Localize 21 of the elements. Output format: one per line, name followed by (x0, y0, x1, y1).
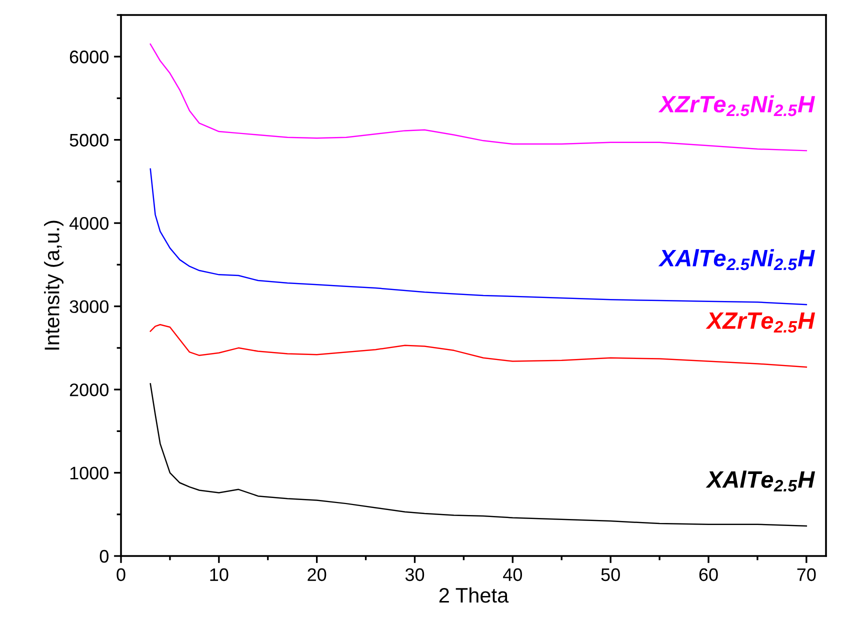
y-tick-label: 1000 (70, 466, 108, 480)
y-tick-label: 3000 (70, 300, 108, 314)
series-label: XAlTe$_{2.5}$H (706, 470, 816, 492)
y-tick-label: 2000 (70, 383, 108, 396)
series-label: XZrTe$_{2.5}$Ni$_{2.5}$H (658, 95, 816, 116)
x-tick-label: 50 (601, 568, 620, 582)
x-tick-label: 40 (503, 568, 522, 582)
y-axis-title: Intensity (a,u.) (44, 220, 64, 350)
x-tick-label: 10 (210, 568, 228, 582)
series-label: XZrTe$_{2.5}$H (706, 312, 816, 333)
y-tick-label: 5000 (70, 134, 108, 147)
y-tick-label: 6000 (70, 50, 108, 64)
y-tick-label: 4000 (69, 217, 108, 230)
x-tick-label: 20 (308, 568, 326, 582)
y-tick-label: 0 (100, 550, 108, 563)
x-tick-label: 60 (699, 568, 718, 582)
series-label: XAlTe$_{2.5}$Ni$_{2.5}$H (658, 249, 816, 270)
x-tick-label: 70 (797, 568, 816, 582)
x-axis-title: 2 Theta (439, 587, 509, 603)
x-tick-label: 30 (405, 568, 424, 582)
x-tick-label: 0 (116, 568, 126, 582)
